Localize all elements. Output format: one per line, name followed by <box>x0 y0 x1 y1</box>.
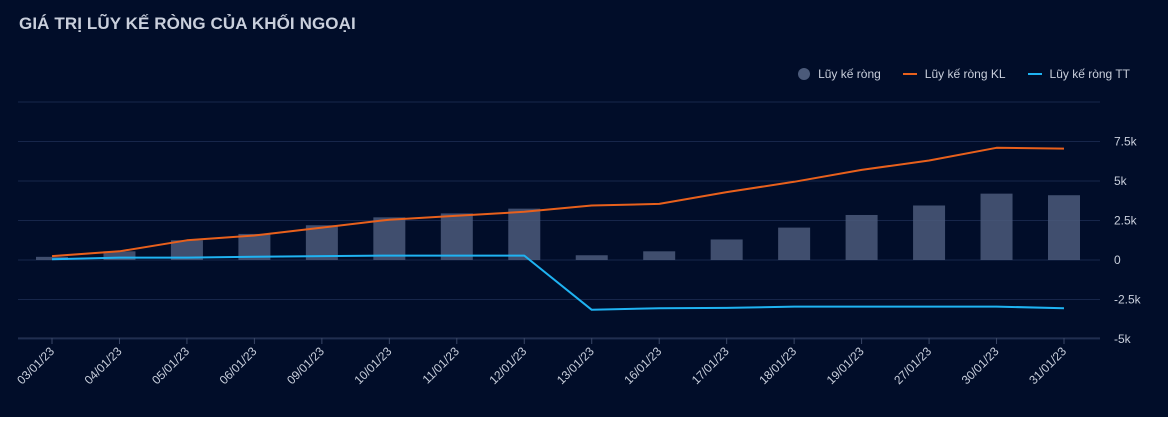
bar-lũy-kế-ròng <box>980 193 1013 260</box>
legend-item-kl[interactable]: Lũy kế ròng KL <box>902 67 1006 81</box>
legend-item-tt[interactable]: Lũy kế ròng TT <box>1027 67 1130 81</box>
y-tick-label: 2.5k <box>1114 214 1138 228</box>
bar-lũy-kế-ròng <box>643 251 676 260</box>
bar-lũy-kế-ròng <box>1048 195 1080 260</box>
x-tick-label: 11/01/23 <box>420 344 463 387</box>
legend-bar-marker <box>798 68 811 80</box>
y-tick-label: -2.5k <box>1114 293 1142 307</box>
bar-lũy-kế-ròng <box>238 233 271 260</box>
legend-label-bar: Lũy kế ròng <box>818 67 881 81</box>
bar-lũy-kế-ròng <box>845 214 878 260</box>
chart-title: GIÁ TRỊ LŨY KẾ RÒNG CỦA KHỐI NGOẠI <box>19 14 356 33</box>
x-tick-label: 18/01/23 <box>756 344 799 387</box>
x-tick-label: 16/01/23 <box>621 344 664 387</box>
bar-lũy-kế-ròng <box>710 239 743 260</box>
x-tick-label: 13/01/23 <box>554 344 597 387</box>
chart-panel: GIÁ TRỊ LŨY KẾ RÒNG CỦA KHỐI NGOẠI Lũy k… <box>0 0 1168 417</box>
x-tick-label: 27/01/23 <box>891 344 934 387</box>
y-tick-label: 7.5k <box>1114 135 1138 149</box>
bar-lũy-kế-ròng <box>103 251 136 260</box>
bar-lũy-kế-ròng <box>305 225 338 260</box>
x-tick-label: 17/01/23 <box>689 344 732 387</box>
x-tick-label: 03/01/23 <box>14 344 57 387</box>
x-tick-label: 09/01/23 <box>284 344 327 387</box>
y-tick-label: -5k <box>1114 332 1132 346</box>
x-tick-label: 12/01/23 <box>486 344 529 387</box>
x-tick-label: 06/01/23 <box>217 344 260 387</box>
x-tick-label: 05/01/23 <box>149 344 192 387</box>
legend-kl-marker <box>902 73 917 75</box>
legend-label-kl: Lũy kế ròng KL <box>924 67 1006 81</box>
x-tick-label: 19/01/23 <box>824 344 867 387</box>
y-tick-label: 5k <box>1114 174 1128 188</box>
bar-lũy-kế-ròng <box>170 240 203 260</box>
chart-legend: Lũy kế ròng Lũy kế ròng KL Lũy kế ròng T… <box>798 67 1130 81</box>
x-tick-label: 04/01/23 <box>82 344 125 387</box>
x-tick-label: 31/01/23 <box>1026 344 1069 387</box>
legend-label-tt: Lũy kế ròng TT <box>1049 67 1130 81</box>
y-tick-label: 0 <box>1114 253 1121 267</box>
line-series-tt <box>51 254 1065 311</box>
bar-lũy-kế-ròng <box>440 213 473 260</box>
x-tick-label: 10/01/23 <box>352 344 395 387</box>
bar-lũy-kế-ròng <box>913 205 946 260</box>
chart-plot: 7.5k 5k 2.5k 0 -2.5k -5k 03/01/23 04/01/23 05/01… <box>14 101 1142 387</box>
bar-lũy-kế-ròng <box>373 217 406 260</box>
legend-tt-marker <box>1027 73 1042 75</box>
bar-lũy-kế-ròng <box>508 208 541 260</box>
line-series-kl <box>51 146 1065 258</box>
legend-item-bar[interactable]: Lũy kế ròng <box>798 67 881 81</box>
x-tick-label: 30/01/23 <box>959 344 1002 387</box>
bar-lũy-kế-ròng <box>575 255 608 260</box>
bar-lũy-kế-ròng <box>778 227 811 260</box>
